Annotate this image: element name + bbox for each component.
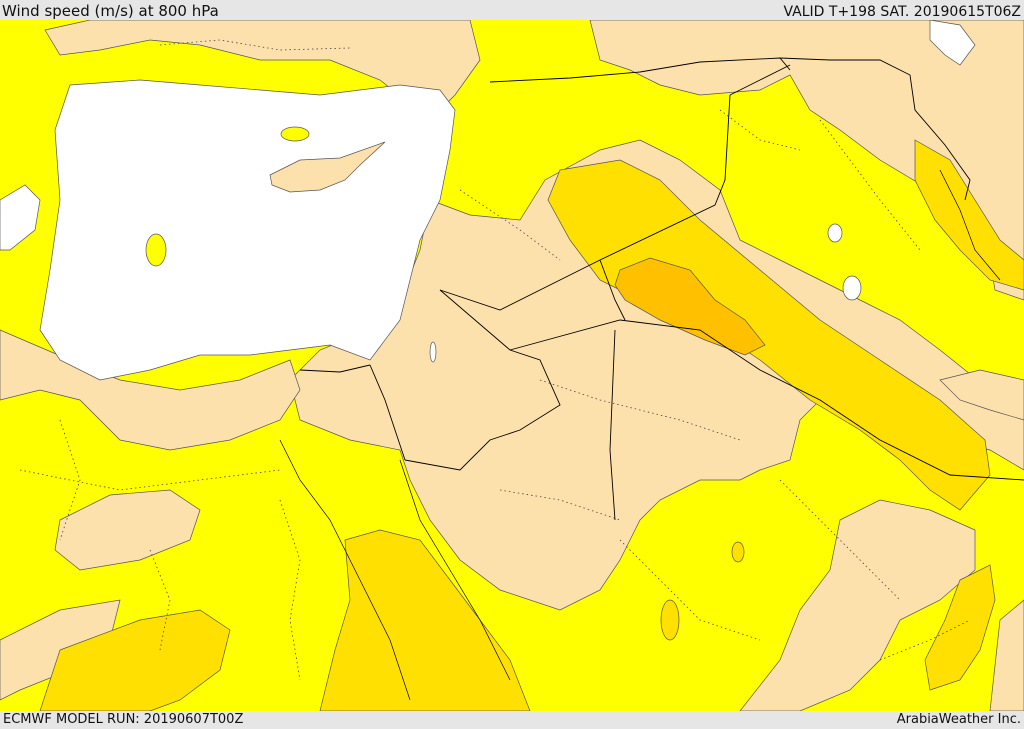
calm-area-arabia — [289, 139, 1024, 611]
rhodes-patch — [280, 126, 310, 142]
map-title: Wind speed (m/s) at 800 hPa — [2, 2, 219, 20]
header-bar — [0, 0, 1024, 20]
admin-12 — [719, 109, 801, 151]
moderate-wind-areas — [39, 139, 1024, 711]
western-mask — [0, 184, 41, 251]
moderate-band-red-sea — [319, 529, 531, 711]
model-run: ECMWF MODEL RUN: 20190607T00Z — [3, 712, 244, 727]
coast-red-sea-west — [279, 439, 411, 701]
border-egypt-israel — [369, 364, 406, 461]
moderate-spot-yemen — [660, 599, 680, 641]
coast-gulf — [939, 169, 1001, 281]
border-saudi-yemen — [609, 329, 616, 521]
admin-borders — [19, 39, 971, 681]
calm-area-north — [44, 20, 481, 121]
admin-2 — [19, 469, 281, 491]
footer-bar — [0, 711, 1024, 729]
admin-7 — [619, 539, 761, 641]
lakes — [429, 223, 862, 363]
admin-6 — [779, 479, 901, 601]
admin-10 — [59, 419, 81, 541]
credit: ArabiaWeather Inc. — [896, 712, 1021, 727]
moderate-band-zagros — [914, 139, 1024, 291]
lake-3 — [429, 341, 437, 363]
calm-area-egypt-north — [0, 329, 301, 451]
calm-wind-areas — [0, 20, 1024, 711]
wind-speed-map — [0, 20, 1024, 711]
coastlines — [279, 169, 1001, 701]
calm-area-egypt-west — [54, 489, 201, 571]
moderate-spot-center — [731, 541, 745, 563]
islands — [145, 126, 386, 267]
caspian-mask — [929, 20, 976, 66]
moderate-band-east — [924, 564, 996, 691]
country-borders — [299, 57, 1024, 521]
border-iraq-saudi-edge — [599, 259, 626, 321]
border-syria-iraq — [489, 57, 791, 83]
admin-3 — [459, 189, 561, 261]
calm-area-northeast — [589, 20, 1024, 301]
lake-2 — [842, 275, 862, 301]
border-syria-iraq-east — [439, 94, 731, 311]
crete-patch — [145, 233, 167, 267]
moderate-band-southwest — [39, 609, 231, 711]
border-iran-iraq — [779, 57, 971, 201]
admin-4 — [539, 379, 741, 441]
lake-1 — [827, 223, 843, 243]
cyprus — [269, 141, 386, 193]
border-jordan — [404, 289, 561, 471]
border-egypt-sinai — [299, 364, 371, 373]
border-saudi-iraq — [509, 319, 1024, 481]
admin-1 — [159, 39, 351, 51]
admin-11 — [279, 499, 301, 681]
calm-area-east-coast — [939, 369, 1024, 421]
strong-wind-core — [614, 257, 766, 356]
valid-time: VALID T+198 SAT. 20190615T06Z — [783, 4, 1021, 20]
coast-red-sea-east — [399, 459, 511, 681]
border-iraq-north — [729, 64, 791, 96]
calm-area-east-edge — [989, 599, 1024, 711]
